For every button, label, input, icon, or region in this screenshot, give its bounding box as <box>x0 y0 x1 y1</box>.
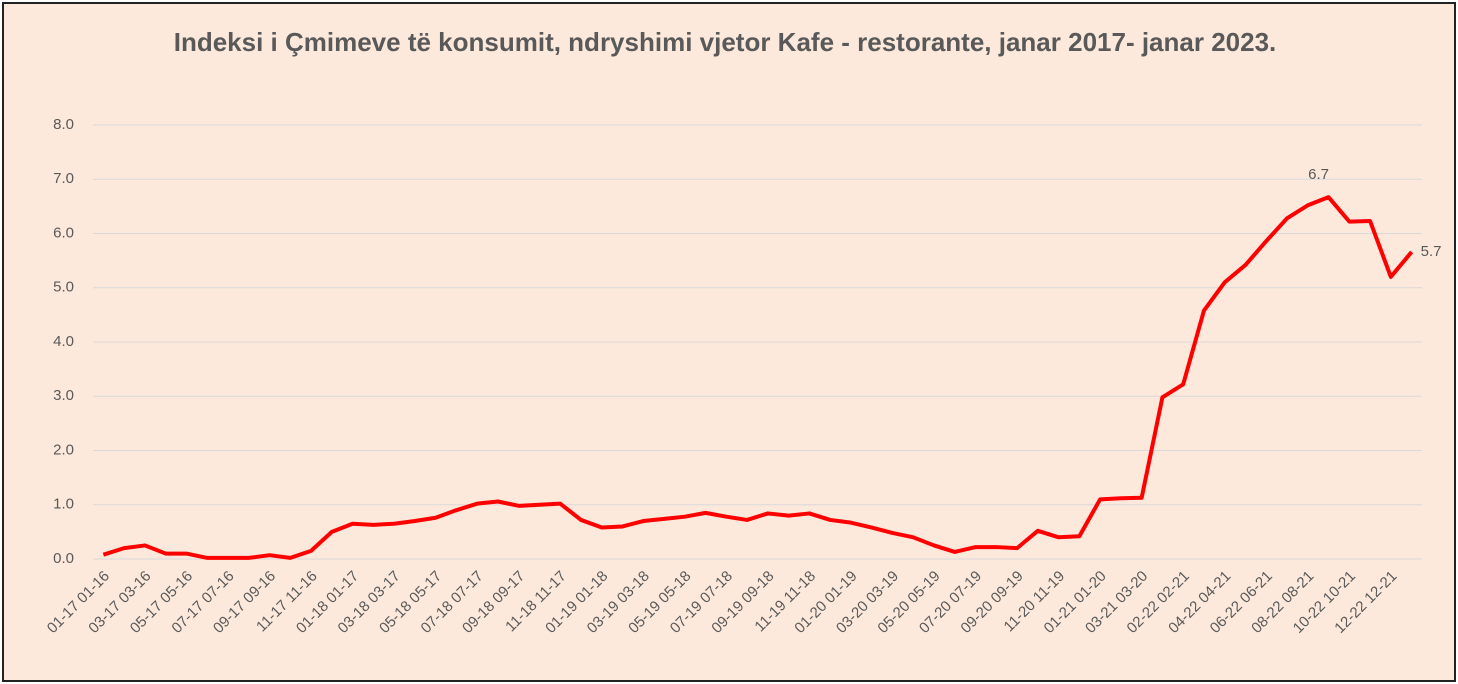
y-tick-label: 5.0 <box>53 279 74 296</box>
data-line <box>102 195 1414 560</box>
chart-title: Indeksi i Çmimeve të konsumit, ndryshimi… <box>173 27 1277 57</box>
y-tick-label: 3.0 <box>53 387 74 404</box>
y-tick-label: 6.0 <box>53 224 74 241</box>
data-label: 6.7 <box>1308 166 1329 183</box>
y-tick-label: 0.0 <box>53 550 74 567</box>
y-tick-label: 8.0 <box>53 116 74 133</box>
data-label: 5.7 <box>1421 243 1442 260</box>
y-tick-label: 2.0 <box>53 441 74 458</box>
y-tick-label: 7.0 <box>53 170 74 187</box>
y-tick-label: 1.0 <box>53 496 74 513</box>
y-tick-label: 4.0 <box>53 333 74 350</box>
